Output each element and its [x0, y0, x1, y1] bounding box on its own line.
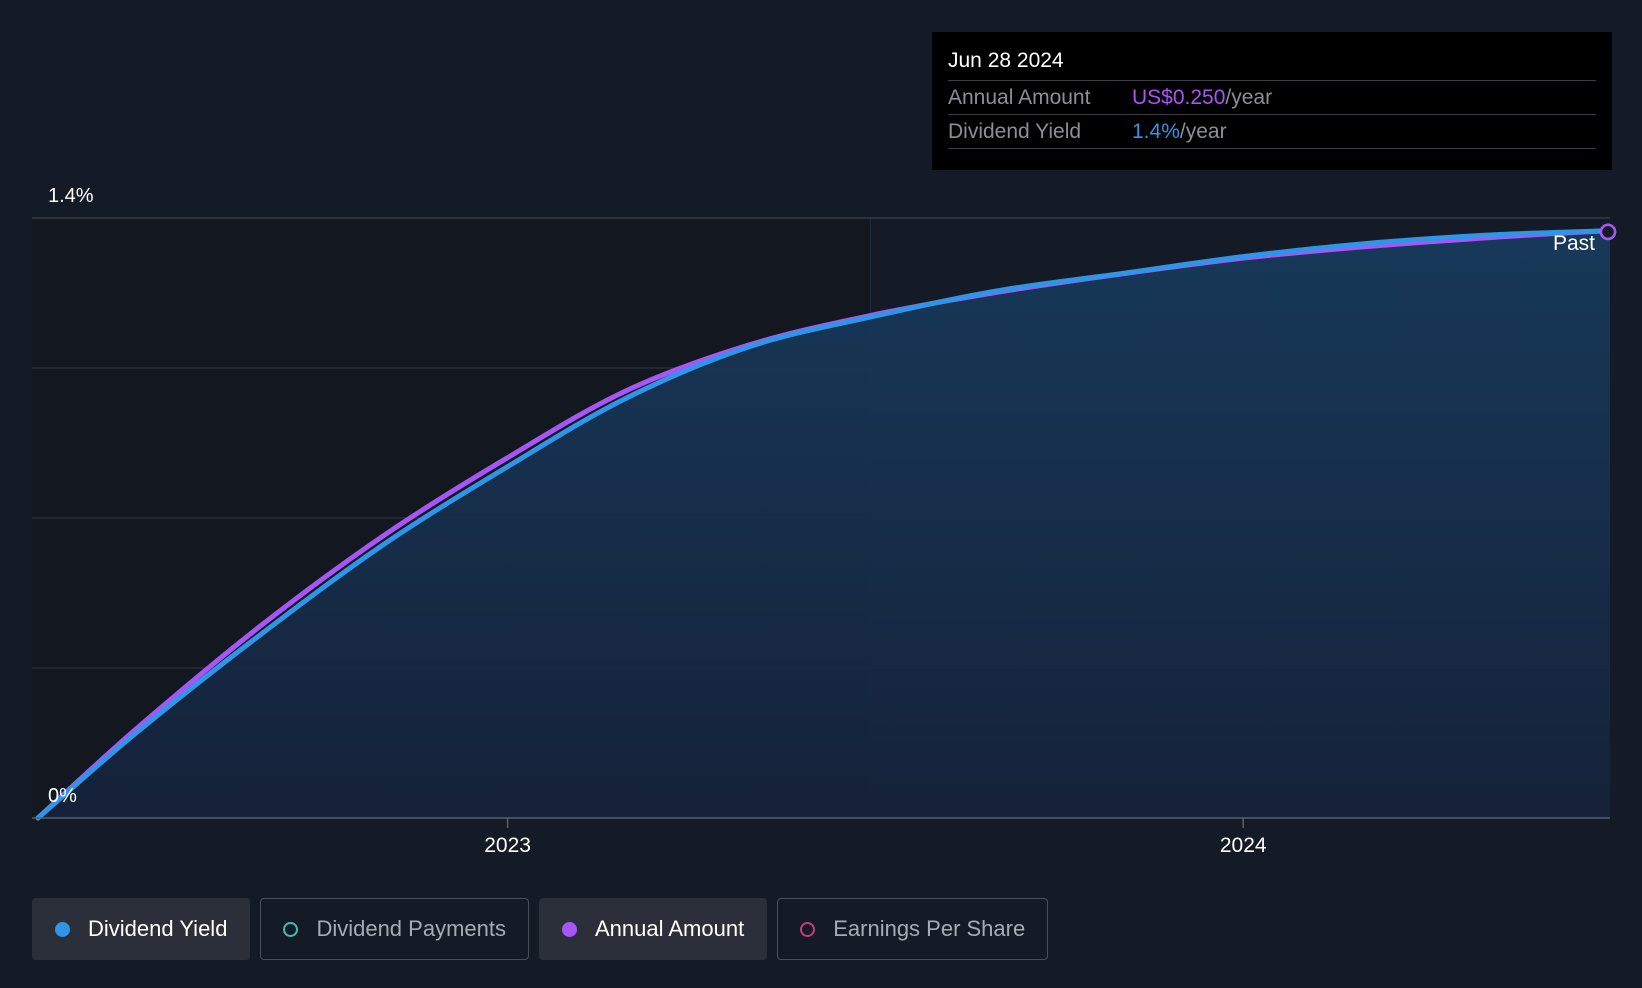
legend-dividend-payments-label: Dividend Payments [316, 916, 506, 941]
tooltip-annual-amount-value: US$0.250 [1132, 85, 1226, 109]
legend-annual-amount-dot-icon [561, 921, 577, 937]
tooltip-date: Jun 28 2024 [948, 49, 1064, 72]
tooltip-row-dividend-yield: Dividend Yield 1.4% /year [948, 114, 1596, 149]
annual-amount-end-marker[interactable] [1599, 223, 1617, 241]
legend-earnings-per-share-dot-icon [800, 921, 816, 937]
legend-annual-amount-label: Annual Amount [594, 916, 745, 941]
dividend-yield-line [35, 228, 1607, 821]
legend-earnings-per-share-button[interactable]: Earnings Per Share [777, 898, 1049, 960]
dividend-yield-area [38, 230, 1610, 818]
legend-earnings-per-share-label: Earnings Per Share [833, 916, 1026, 941]
past-label: Past [1553, 232, 1595, 255]
tooltip-row-annual-amount: Annual Amount US$0.250 /year [948, 80, 1596, 114]
x-tick-label: 2024 [1220, 834, 1267, 857]
legend-dividend-payments-dot-icon [283, 921, 299, 937]
y-axis-ticks: 0% 1.4% [48, 185, 94, 807]
x-axis-ticks: 2023 2024 [484, 818, 1267, 857]
legend-dividend-yield-button[interactable]: Dividend Yield [32, 898, 251, 960]
tooltip-dividend-yield-value: 1.4% [1132, 119, 1180, 143]
legend-annual-amount-button[interactable]: Annual Amount [538, 898, 768, 960]
chart-legend: Dividend Yield Dividend Payments Annual … [32, 898, 1049, 960]
tooltip-annual-amount-unit: /year [1225, 85, 1273, 109]
legend-dividend-yield-label: Dividend Yield [88, 916, 228, 941]
hover-tooltip: Jun 28 2024 Annual Amount US$0.250 /year… [932, 32, 1612, 170]
tooltip-dividend-yield-label: Dividend Yield [948, 119, 1082, 143]
tooltip-annual-amount-label: Annual Amount [948, 85, 1091, 109]
x-tick-label: 2023 [484, 834, 531, 857]
tooltip-dividend-yield-unit: /year [1179, 119, 1227, 143]
y-tick-label: 1.4% [48, 185, 94, 207]
legend-dividend-payments-button[interactable]: Dividend Payments [260, 898, 529, 960]
legend-dividend-yield-dot-icon [55, 921, 70, 937]
y-tick-label: 0% [48, 785, 77, 807]
